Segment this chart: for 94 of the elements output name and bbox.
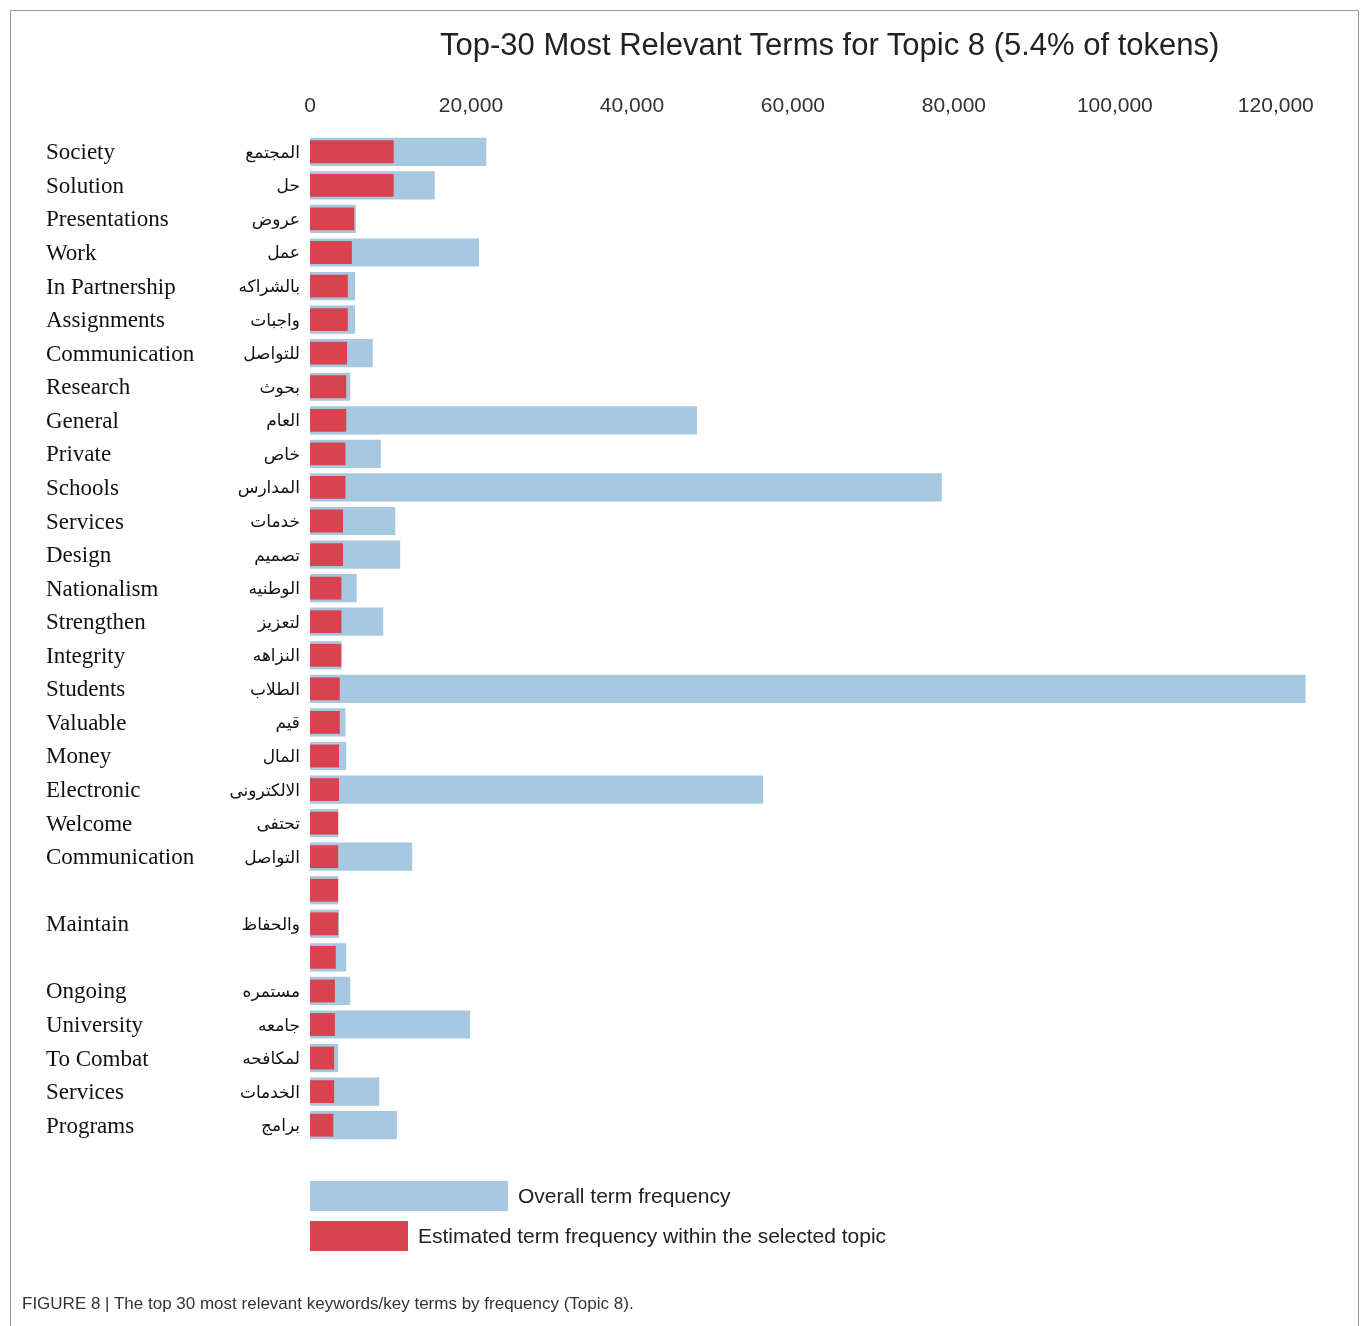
bar <box>310 674 1306 703</box>
bar <box>310 509 343 533</box>
bar <box>310 1080 335 1104</box>
y-tick-label: Welcome <box>46 810 133 836</box>
y-tick-label: Integrity <box>46 642 126 668</box>
bar <box>310 778 339 801</box>
y2-tick-label: تصميم <box>254 544 301 566</box>
bar <box>310 1113 334 1137</box>
bar <box>310 610 342 634</box>
bar <box>310 476 346 499</box>
y2-tick-label: تحتفى <box>256 813 301 834</box>
y-tick-label: General <box>46 407 119 433</box>
y2-tick-label: جامعه <box>257 1014 300 1035</box>
y2-tick-label: المدارس <box>237 477 300 498</box>
bar <box>310 274 348 298</box>
y-tick-label: Society <box>46 139 116 165</box>
y2-tick-label: حل <box>276 175 300 196</box>
bar <box>310 711 340 734</box>
y2-tick-label: والحفاظ <box>241 913 300 934</box>
x-tick-label: 120,000 <box>1237 93 1314 116</box>
bar <box>310 140 394 164</box>
y-tick-label: Valuable <box>46 709 127 735</box>
y2-tick-label: لتعزيز <box>256 611 300 632</box>
y-tick-label: Nationalism <box>46 575 159 601</box>
y2-tick-label: المال <box>262 745 300 766</box>
bar <box>310 241 352 264</box>
x-tick-label: 40,000 <box>599 93 665 116</box>
bar <box>310 1013 335 1036</box>
bar <box>310 473 942 502</box>
bar <box>310 406 698 435</box>
y-tick-label: Presentations <box>46 206 169 232</box>
x-tick-label: 60,000 <box>760 93 826 116</box>
bar <box>310 341 348 365</box>
legend-label: Estimated term frequency within the selected topic <box>418 1224 887 1248</box>
y-tick-label: Design <box>46 542 112 568</box>
bar <box>310 979 335 1003</box>
y2-tick-label: الخدمات <box>239 1081 300 1102</box>
y-tick-label: To Combat <box>46 1045 150 1071</box>
y2-tick-label: العام <box>266 410 300 431</box>
y2-tick-label: الوطنيه <box>248 578 300 599</box>
bar <box>310 845 339 869</box>
y-tick-label: Services <box>46 508 124 534</box>
x-tick-label: 100,000 <box>1076 93 1153 116</box>
y2-tick-label: واجبات <box>250 309 300 330</box>
y-tick-label: Maintain <box>46 911 130 937</box>
y-tick-label: Services <box>46 1079 124 1105</box>
y-tick-label: In Partnership <box>46 273 176 299</box>
y-tick-label: Money <box>46 743 112 769</box>
x-tick-label: 20,000 <box>438 93 504 116</box>
y2-tick-label: مستمره <box>242 980 300 1001</box>
y2-tick-label: الطلاب <box>250 678 300 699</box>
y2-tick-label: قيم <box>275 712 300 734</box>
y-tick-label: Ongoing <box>46 978 127 1004</box>
bar <box>310 543 343 566</box>
y2-tick-label: خدمات <box>250 511 300 532</box>
y2-tick-label: بالشراكه <box>238 276 300 297</box>
y-tick-label: Assignments <box>46 307 165 333</box>
y2-tick-label: للتواصل <box>243 343 300 364</box>
y2-tick-label: النزاهه <box>252 645 300 666</box>
y2-tick-label: عروض <box>251 208 300 229</box>
y2-tick-label: خاص <box>263 443 300 464</box>
y-tick-label: University <box>46 1012 144 1038</box>
bar <box>310 173 394 197</box>
bar <box>310 442 346 466</box>
y-tick-label: Communication <box>46 340 195 366</box>
bar <box>310 308 348 332</box>
bar <box>310 408 347 432</box>
y-tick-label: Solution <box>46 172 125 198</box>
y2-tick-label: بحوث <box>259 376 300 397</box>
y-tick-label: Programs <box>46 1112 135 1138</box>
y-tick-label: Schools <box>46 474 119 500</box>
x-tick-label: 0 <box>304 93 316 116</box>
bar <box>310 945 336 969</box>
y-tick-label: Students <box>46 676 126 702</box>
y2-tick-label: الالكترونى <box>229 779 300 800</box>
chart-title: Top-30 Most Relevant Terms for Topic 8 (5.4% of tokens) <box>440 27 1220 62</box>
y2-tick-label: المجتمع <box>245 141 300 163</box>
y-tick-label: Research <box>46 374 131 400</box>
bar <box>310 775 764 804</box>
y2-tick-label: عمل <box>267 242 300 263</box>
y-tick-label: Work <box>46 239 98 265</box>
y2-tick-label: برامج <box>261 1115 300 1137</box>
y-tick-label: Strengthen <box>46 609 147 635</box>
caption: FIGURE 8 | The top 30 most relevant keywords/key terms by frequency (Topic 8). <box>22 1294 634 1313</box>
x-tick-label: 80,000 <box>921 93 986 116</box>
bar <box>310 744 339 768</box>
y-tick-label: Private <box>46 441 112 467</box>
y2-tick-label: التواصل <box>244 846 300 867</box>
text: Overall term frequency <box>518 1184 731 1208</box>
bar <box>310 576 342 600</box>
y2-tick-label: لمكافحه <box>242 1048 300 1069</box>
y-tick-label: Communication <box>46 844 195 870</box>
y-tick-label: Electronic <box>46 777 141 803</box>
bar <box>310 677 340 701</box>
